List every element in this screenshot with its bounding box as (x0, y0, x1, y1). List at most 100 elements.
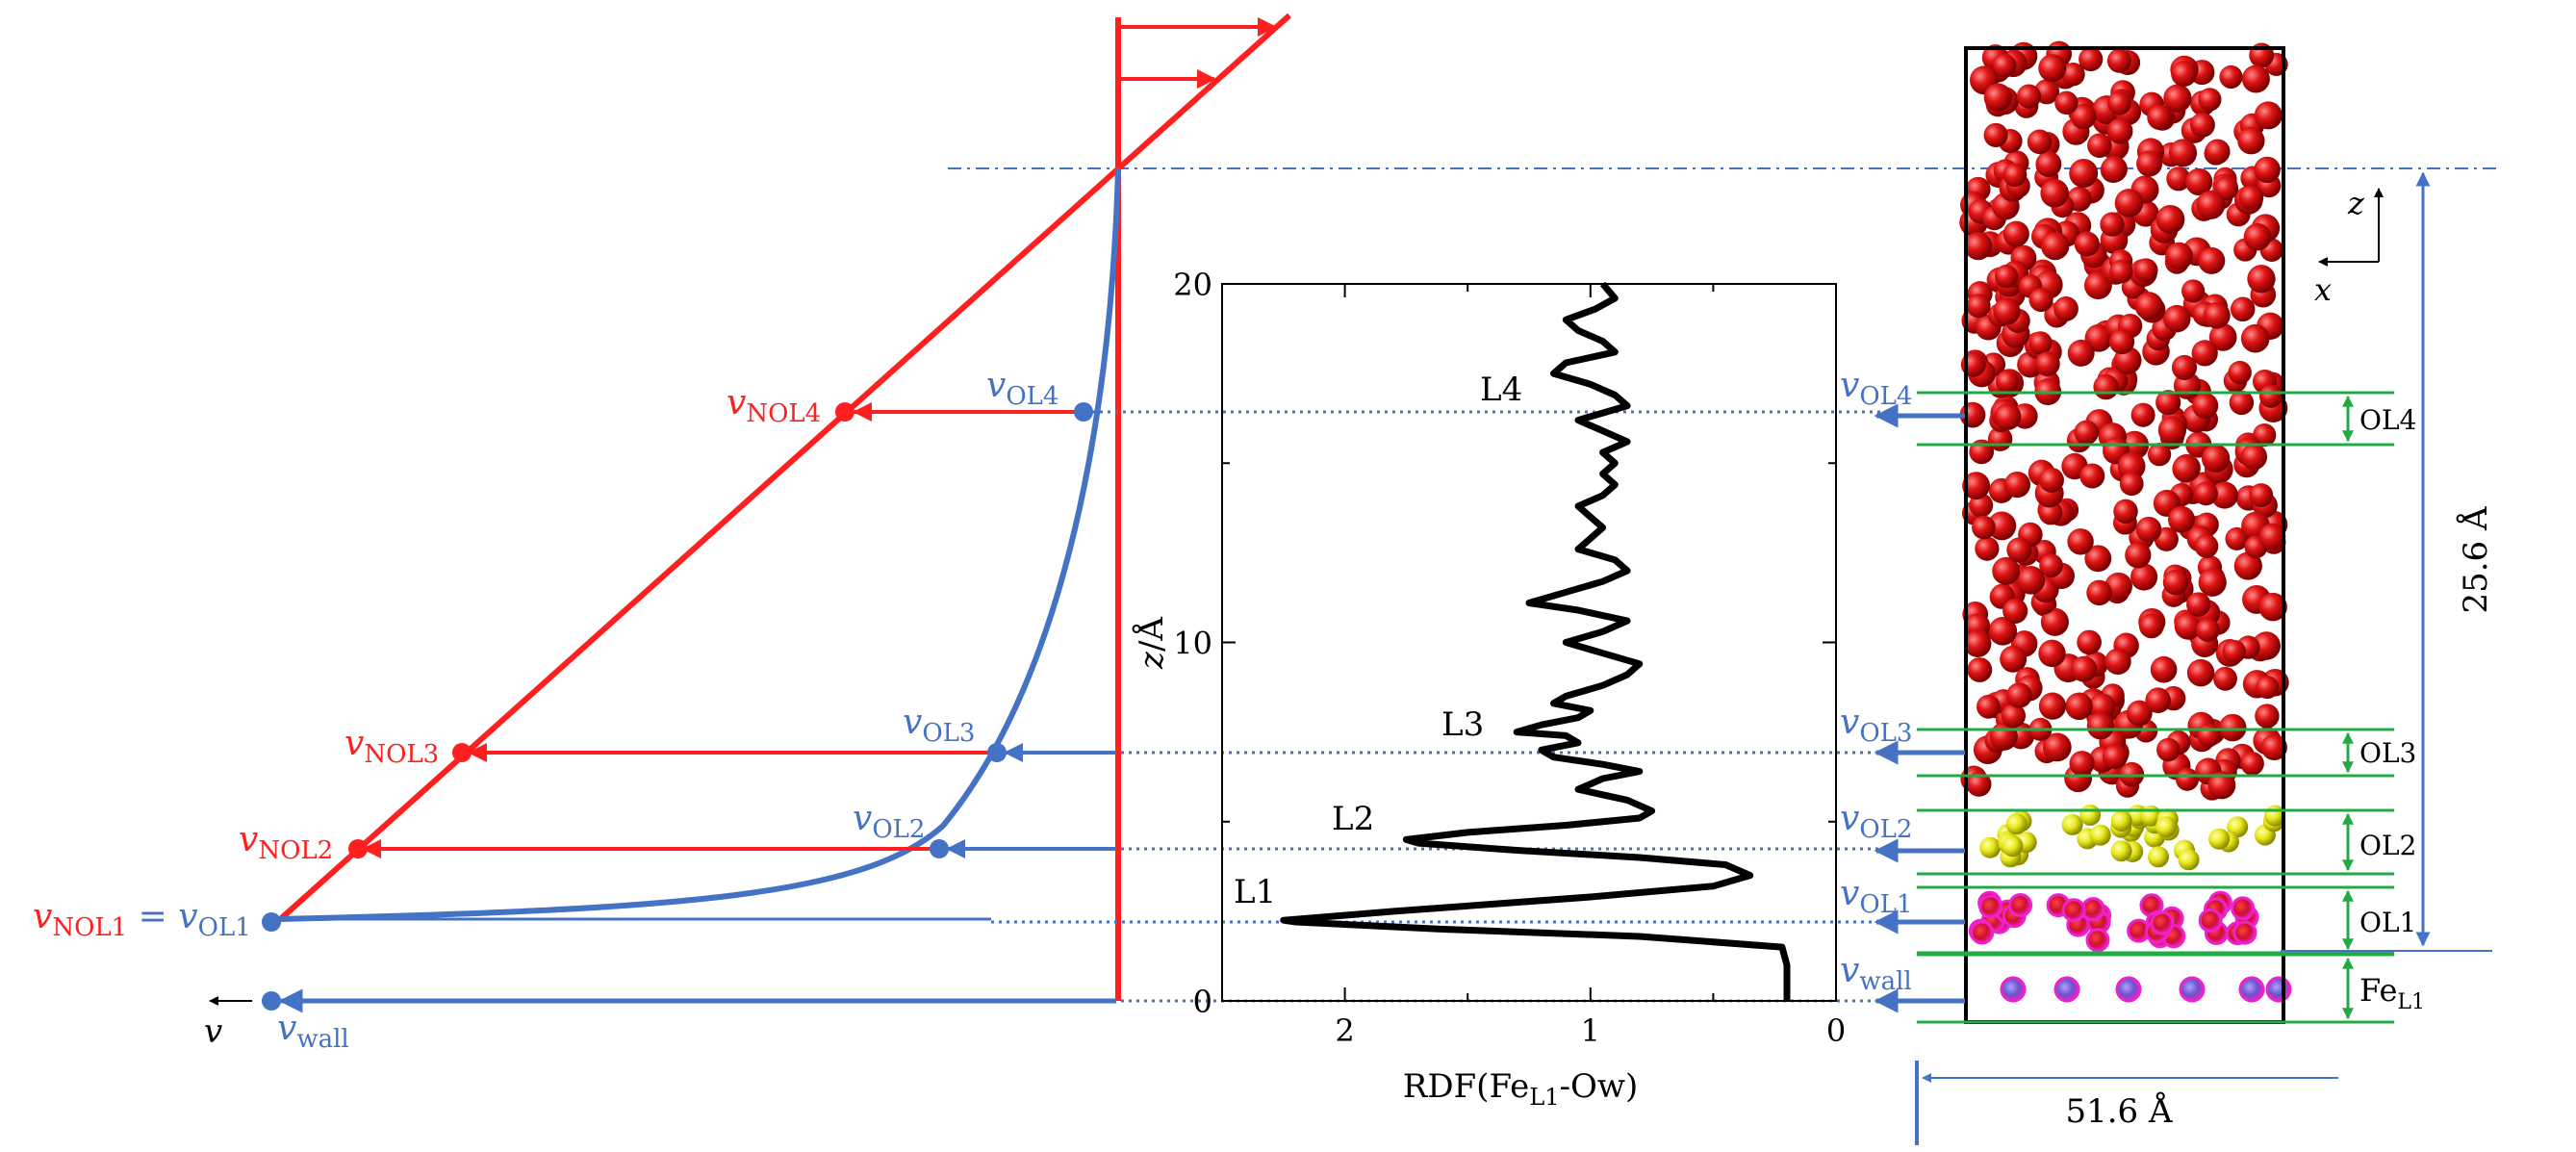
water-oxygen-atom (2213, 666, 2237, 691)
ol2-dot (930, 839, 949, 858)
water-oxygen-atom (2006, 682, 2032, 708)
water-oxygen-atom (2138, 613, 2164, 639)
rdf-layer-label-l1: L1 (1234, 873, 1276, 911)
water-oxygen-atom (2167, 505, 2196, 533)
water-oxygen-atom (2065, 692, 2093, 721)
ol2-atom (2178, 849, 2200, 871)
water-oxygen-atom (2230, 296, 2256, 322)
water-oxygen-atom (2134, 292, 2163, 320)
water-oxygen-atom (2198, 568, 2227, 597)
water-oxygen-atom (2256, 676, 2280, 700)
rdf-layer-label-l3: L3 (1441, 705, 1484, 744)
water-oxygen-atom (2172, 455, 2200, 483)
layer-boundary-markers (1917, 391, 2394, 1024)
water-oxygen-atom (2136, 150, 2163, 177)
water-oxygen-atom (2034, 351, 2060, 376)
water-oxygen-atom (2191, 340, 2218, 367)
label-v-nol4: vNOL4 (727, 383, 821, 428)
layer-label-fe: FeL1 (2359, 972, 2425, 1014)
water-oxygen-atom (2210, 481, 2238, 509)
water-oxygen-atom (2145, 687, 2171, 713)
axis-z-label: z (2347, 185, 2365, 221)
width-dimension: 51.6 Å (1915, 1061, 2338, 1145)
water-oxygen-atom (2258, 592, 2287, 622)
water-oxygen-atom (1963, 629, 1992, 658)
water-oxygen-atom (2258, 384, 2283, 408)
water-oxygen-atom (2054, 90, 2079, 115)
water-oxygen-atom (2040, 607, 2069, 636)
box-label-v-ol4: vOL4 (1840, 366, 1912, 411)
water-oxygen-atom (2155, 205, 2185, 234)
ol1-atom (1978, 894, 2003, 919)
axis-x-label: x (2314, 271, 2332, 308)
width-label: 51.6 Å (2065, 1091, 2173, 1131)
box-velocity-arrows (1874, 403, 1965, 1013)
water-oxygen-atom (1966, 294, 1991, 319)
ol1-atom (2150, 910, 2175, 935)
water-oxygen-atom (1996, 370, 2020, 394)
rdf-x-axis-label: RDF(FeL1-Ow) (1403, 1067, 1639, 1111)
water-oxygen-atom (2038, 500, 2063, 525)
water-oxygen-atom (2240, 752, 2264, 776)
water-oxygen-atom (2084, 545, 2112, 573)
water-oxygen-atom (2006, 537, 2032, 563)
ol2-atom (2110, 810, 2132, 832)
simulation-box: z x OL4 OL3 OL2 OL1 FeL1 (1840, 40, 2495, 1145)
water-oxygen-atom (1962, 472, 1991, 500)
water-oxygen-atom (2040, 231, 2070, 261)
water-oxygen-atom (2196, 190, 2226, 219)
water-oxygen-atom (2228, 360, 2252, 385)
layer-label-ol4: OL4 (2359, 404, 2416, 436)
nol2-dot (348, 839, 368, 858)
water-oxygen-atom (2104, 648, 2131, 676)
water-oxygen-atom (1992, 53, 2017, 78)
water-oxygen-atom (2163, 84, 2192, 113)
water-oxygen-atom (2249, 483, 2274, 508)
water-oxygen-atom (2107, 90, 2131, 115)
water-oxygen-atom (2038, 54, 2067, 83)
water-oxygen-atom (2016, 566, 2046, 595)
water-oxygen-atom (2106, 117, 2133, 144)
water-oxygen-atom (1992, 556, 2021, 585)
water-oxygen-atom (2192, 393, 2219, 420)
water-oxygen-atom (1993, 297, 2021, 325)
water-oxygen-atom (2087, 133, 2112, 159)
water-oxygen-atom (2130, 563, 2158, 591)
water-oxygen-atom (2198, 88, 2222, 112)
water-oxygen-atom (2002, 598, 2028, 624)
ol2-atom (2110, 840, 2132, 862)
nol-velocity-line (274, 13, 1292, 925)
ol1-atom (1970, 920, 1995, 945)
water-oxygen-atom (2218, 713, 2247, 742)
water-oxygen-atom (2186, 592, 2211, 617)
water-oxygen-atom (2070, 103, 2097, 130)
water-oxygen-atom (1994, 403, 2022, 430)
nol3-dot (452, 743, 472, 762)
water-oxygen-atom (2061, 63, 2085, 87)
water-oxygen-atom (2109, 259, 2133, 284)
water-oxygen-atom (2028, 287, 2053, 313)
water-oxygen-atom (2195, 618, 2220, 642)
water-oxygen-atom (2260, 733, 2287, 761)
ol2-atom (2061, 813, 2083, 835)
water-oxygen-atom (2205, 139, 2231, 165)
wall-dot (262, 991, 281, 1011)
box-label-v-wall: vwall (1840, 951, 1912, 996)
water-oxygen-atom (2086, 712, 2115, 740)
water-oxygen-atom (2109, 328, 2135, 355)
label-v-nol3: vNOL3 (344, 724, 439, 769)
layer-label-ol1: OL1 (2359, 907, 2416, 938)
ol1-atom (2008, 893, 2033, 917)
water-oxygen-atom (2222, 639, 2246, 664)
ol2-atom (2002, 835, 2024, 858)
ol2-atom (2155, 816, 2178, 838)
water-oxygen-atom (2042, 732, 2072, 762)
water-oxygen-atom (2130, 402, 2155, 427)
water-oxygen-atom (2040, 179, 2069, 208)
atoms (1959, 40, 2292, 1003)
coordinate-axes: z x (2314, 185, 2384, 308)
velocity-profile: v vNOL4 vNOL3 vNOL2 vNOL1 = vOL1 vOL4 vO… (33, 13, 2502, 1054)
water-oxygen-atom (1994, 264, 2019, 289)
water-oxygen-atom (2114, 189, 2144, 218)
